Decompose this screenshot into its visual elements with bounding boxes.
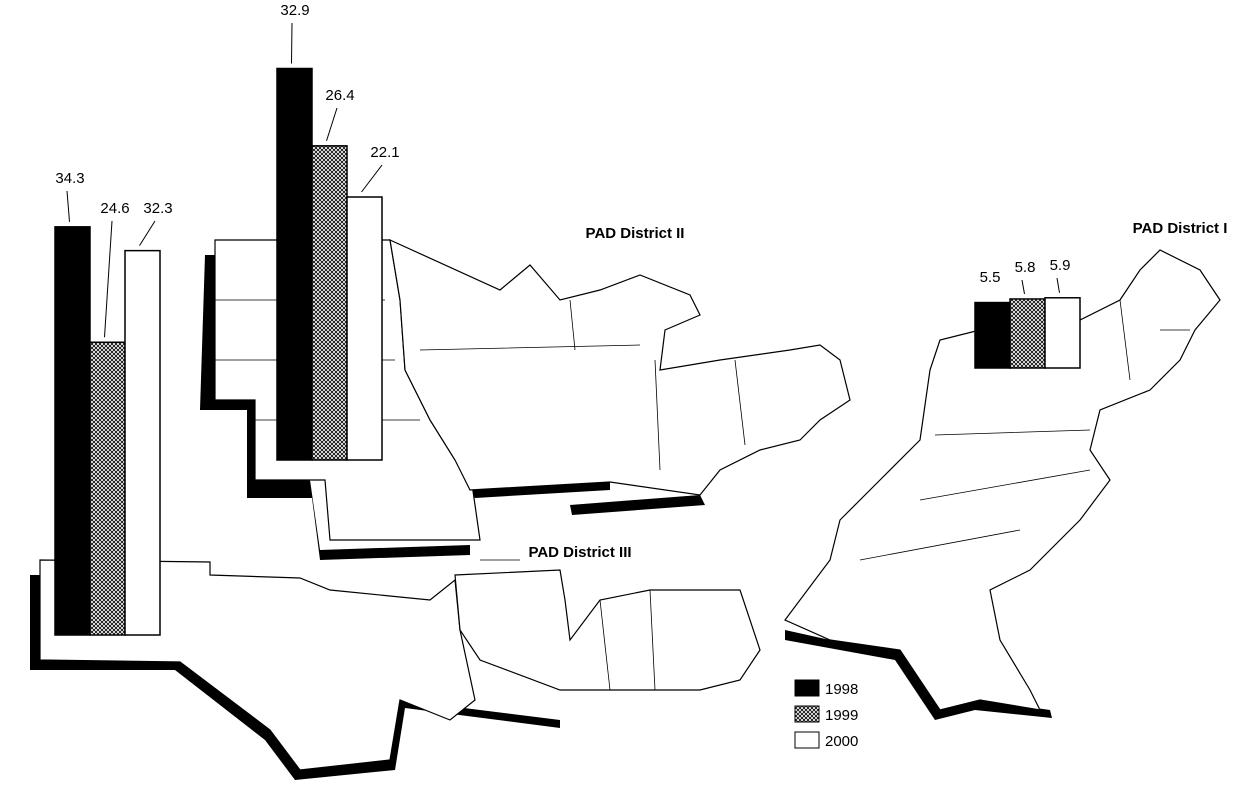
value-label: 26.4 [325, 87, 354, 104]
district-name: PAD District I [1133, 220, 1228, 237]
leader-line [1021, 279, 1025, 295]
bar [1009, 298, 1046, 369]
value-label: 5.9 [1050, 257, 1071, 274]
district-name: PAD District II [586, 225, 685, 242]
leader-line [104, 220, 113, 338]
leader-line [291, 22, 293, 64]
value-label: 32.3 [143, 200, 172, 217]
legend-swatch [794, 731, 820, 749]
value-label: 5.8 [1015, 259, 1036, 276]
leader-line [1056, 277, 1060, 293]
legend-swatch [794, 705, 820, 723]
legend-label: 1998 [825, 681, 858, 698]
bar-groups: 34.3 24.6 32.3 32.9 26.4 22.1 5.5 5.8 5.9 [54, 2, 1081, 636]
bar [1044, 297, 1081, 369]
bar [974, 301, 1011, 369]
legend-swatch [794, 679, 820, 697]
leader-line [361, 164, 383, 193]
bar [89, 341, 126, 636]
legend: 1998 1999 2000 [794, 679, 858, 750]
bar [311, 145, 348, 461]
legend-label: 1999 [825, 707, 858, 724]
value-label: 32.9 [280, 2, 309, 19]
value-label: 24.6 [100, 200, 129, 217]
legend-label: 2000 [825, 733, 858, 750]
value-label: 5.5 [980, 269, 1001, 286]
bar [346, 196, 383, 461]
bar [54, 226, 91, 636]
bar [276, 67, 313, 461]
leader-line [139, 220, 156, 246]
leader-line [66, 190, 70, 222]
value-label: 22.1 [370, 144, 399, 161]
bar [124, 249, 161, 636]
district-name: PAD District III [528, 544, 631, 561]
value-label: 34.3 [55, 170, 84, 187]
leader-line [326, 107, 338, 141]
